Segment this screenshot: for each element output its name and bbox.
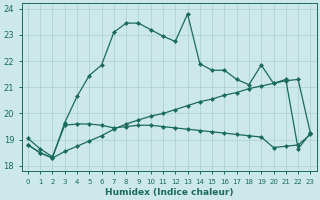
X-axis label: Humidex (Indice chaleur): Humidex (Indice chaleur): [105, 188, 233, 197]
